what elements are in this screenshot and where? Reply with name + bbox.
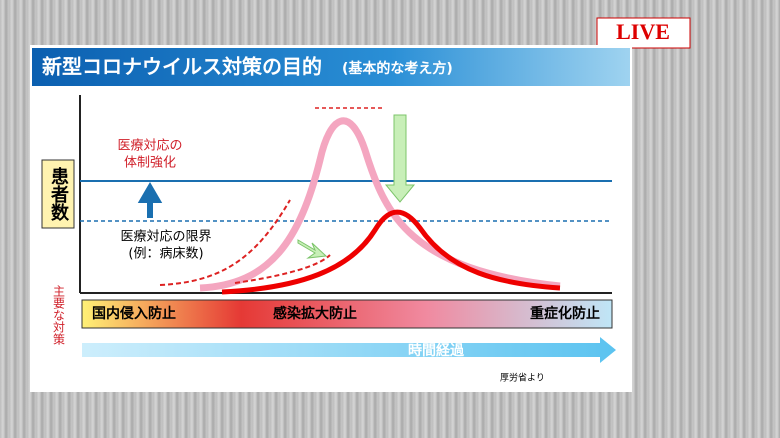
red-curve — [221, 209, 561, 295]
live-box — [596, 17, 691, 49]
phase: 重症化防止 — [530, 305, 600, 322]
red-dashed-arrow — [159, 199, 291, 286]
title: 新型コロナウイルス対策の目的 — [42, 55, 322, 79]
down-arrow — [384, 114, 416, 203]
y-label: 患者数 — [48, 167, 70, 222]
measures-label: 主要な対策 — [52, 285, 66, 345]
limit: 医療対応の限界 — [120, 230, 211, 245]
limit-example: (例：病床数) — [128, 247, 203, 262]
phase: 国内侵入防止 — [92, 305, 176, 322]
up-arrow — [137, 182, 163, 218]
shift-arrow — [297, 239, 328, 259]
phase: 感染拡大防止 — [273, 305, 357, 322]
capacity-up: 医療対応の — [117, 139, 182, 154]
time-label: 時間経過 — [408, 342, 465, 359]
subtitle: (基本的な考え方) — [342, 60, 453, 77]
panel — [30, 45, 632, 392]
capacity-up: 体制強化 — [124, 156, 176, 171]
title-bar — [32, 48, 630, 86]
time-arrow — [82, 337, 616, 363]
red-dashed-arrow — [234, 254, 331, 284]
source: 厚労省より — [500, 372, 545, 384]
y-label-box — [41, 159, 75, 229]
live: LIVE — [616, 19, 670, 44]
pink-curve — [199, 117, 561, 292]
phase-band — [81, 299, 613, 329]
